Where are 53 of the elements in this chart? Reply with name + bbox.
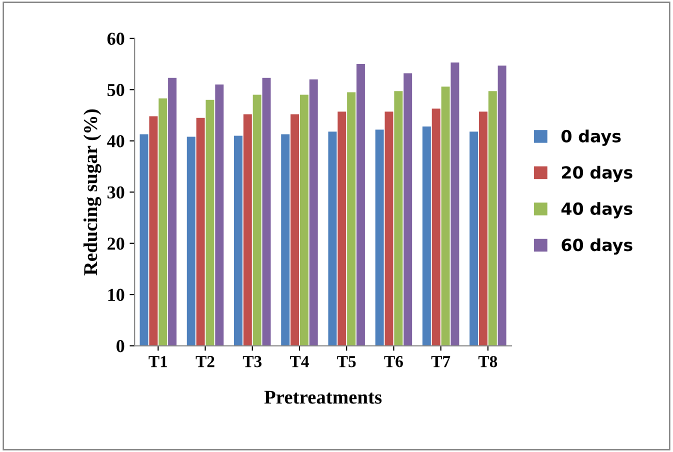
bar (168, 78, 177, 346)
x-tick-label: T2 (196, 356, 214, 368)
bar (252, 94, 262, 346)
bar (422, 126, 431, 346)
legend-label: 40 days (561, 202, 632, 218)
y-axis-title: Reducing sugar (%) (83, 109, 102, 276)
bar (394, 91, 403, 346)
bar (338, 112, 346, 346)
bar (404, 73, 412, 346)
legend-label: 60 days (562, 238, 632, 255)
bar (432, 108, 440, 346)
legend-label: 20 days (562, 166, 632, 182)
bar (149, 116, 158, 346)
bar (196, 118, 205, 346)
x-tick-label: T1 (148, 356, 168, 368)
y-tick-label: 20 (108, 238, 124, 250)
bar (262, 78, 271, 346)
bar (281, 134, 290, 346)
x-tick-label: T3 (242, 356, 262, 368)
x-tick-label: T4 (290, 356, 309, 368)
bar (186, 136, 196, 346)
y-tick-label: 0 (116, 340, 124, 352)
bar (158, 98, 168, 346)
bar (234, 136, 242, 346)
bar (347, 92, 356, 346)
y-tick-label: 30 (108, 186, 124, 199)
x-axis-title: Pretreatments (264, 390, 382, 404)
bar (384, 112, 394, 346)
y-tick-label: 40 (107, 135, 124, 148)
bar (375, 130, 384, 346)
bar (290, 114, 300, 346)
x-tick-label: T5 (337, 356, 356, 368)
y-tick-label: 60 (107, 32, 124, 45)
bar (498, 66, 506, 346)
y-tick-label: 10 (108, 288, 124, 301)
bar (140, 134, 148, 346)
x-tick-label: T7 (431, 356, 450, 368)
bar (488, 91, 497, 346)
x-tick-label: T8 (478, 356, 498, 368)
bar (206, 100, 214, 346)
bar (478, 112, 488, 346)
bar (215, 84, 224, 346)
bar (243, 114, 252, 346)
bar (356, 64, 365, 346)
bar (441, 86, 450, 346)
bar (300, 94, 308, 346)
bar (450, 62, 460, 346)
x-tick-label: T6 (384, 356, 403, 368)
legend-label: 0 days (561, 130, 621, 146)
bar (309, 79, 318, 346)
bar (328, 132, 337, 346)
bar (470, 132, 478, 346)
y-tick-label: 50 (108, 84, 124, 96)
